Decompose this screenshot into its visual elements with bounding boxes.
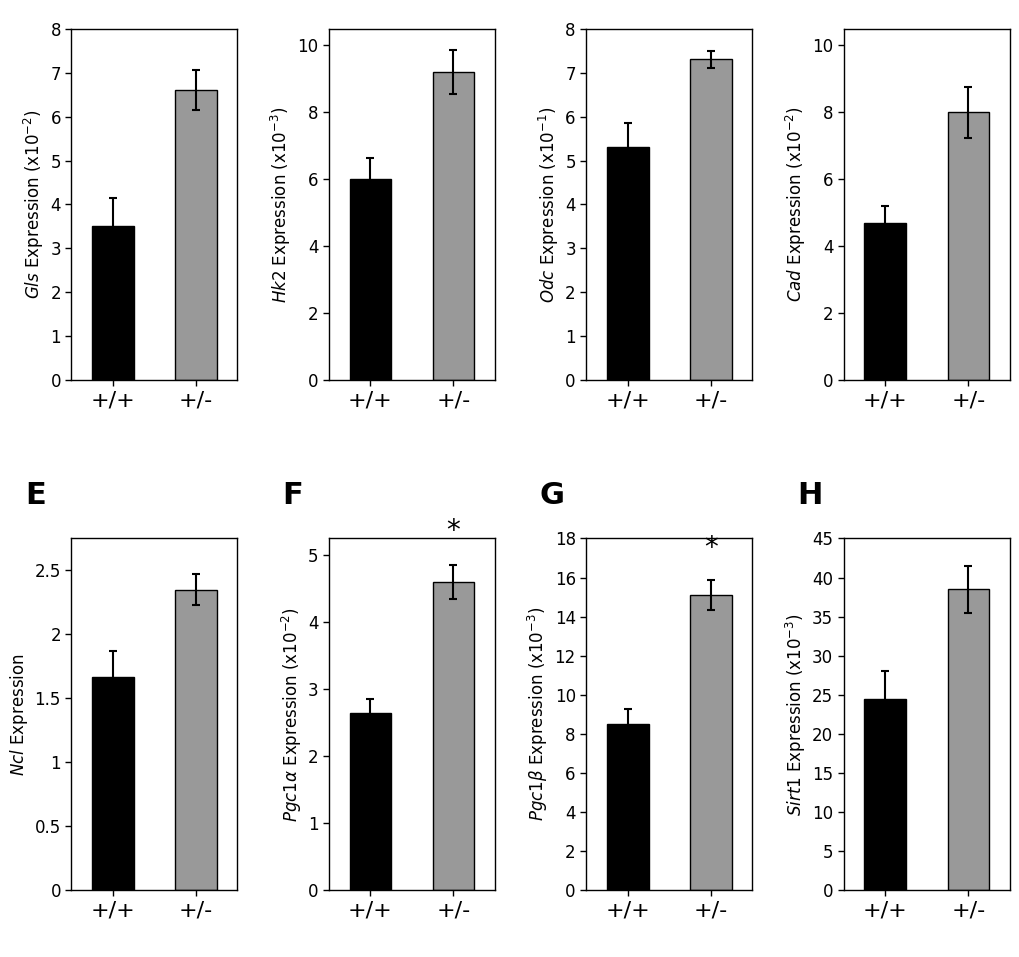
Bar: [947, 112, 988, 380]
Bar: [92, 677, 133, 890]
Bar: [350, 179, 390, 380]
Bar: [864, 699, 905, 890]
Y-axis label: $\mathit{Hk2}$ Expression (x10$^{-3}$): $\mathit{Hk2}$ Expression (x10$^{-3}$): [269, 106, 292, 302]
Text: E: E: [24, 481, 46, 510]
Text: G: G: [539, 481, 565, 510]
Bar: [432, 72, 474, 380]
Text: *: *: [446, 517, 460, 545]
Y-axis label: $\mathit{Sirt1}$ Expression (x10$^{-3}$): $\mathit{Sirt1}$ Expression (x10$^{-3}$): [784, 612, 807, 815]
Y-axis label: $\mathit{Odc}$ Expression (x10$^{-1}$): $\mathit{Odc}$ Expression (x10$^{-1}$): [536, 106, 560, 302]
Bar: [864, 223, 905, 380]
Y-axis label: $\mathit{Pgc1}\beta$ Expression (x10$^{-3}$): $\mathit{Pgc1}\beta$ Expression (x10$^{-…: [526, 607, 550, 821]
Text: *: *: [703, 534, 717, 562]
Bar: [350, 713, 390, 890]
Bar: [432, 582, 474, 890]
Bar: [175, 90, 216, 380]
Y-axis label: $\mathit{Ncl}$ Expression: $\mathit{Ncl}$ Expression: [8, 653, 31, 775]
Bar: [690, 59, 731, 380]
Bar: [92, 227, 133, 380]
Text: H: H: [797, 481, 821, 510]
Bar: [947, 590, 988, 890]
Y-axis label: $\mathit{Gls}$ Expression (x10$^{-2}$): $\mathit{Gls}$ Expression (x10$^{-2}$): [22, 110, 46, 300]
Bar: [175, 590, 216, 890]
Bar: [690, 595, 731, 890]
Text: F: F: [282, 481, 303, 510]
Y-axis label: $\mathit{Cad}$ Expression (x10$^{-2}$): $\mathit{Cad}$ Expression (x10$^{-2}$): [784, 106, 807, 302]
Bar: [606, 724, 648, 890]
Bar: [606, 147, 648, 380]
Y-axis label: $\mathit{Pgc1}\alpha$ Expression (x10$^{-2}$): $\mathit{Pgc1}\alpha$ Expression (x10$^{…: [279, 607, 304, 822]
